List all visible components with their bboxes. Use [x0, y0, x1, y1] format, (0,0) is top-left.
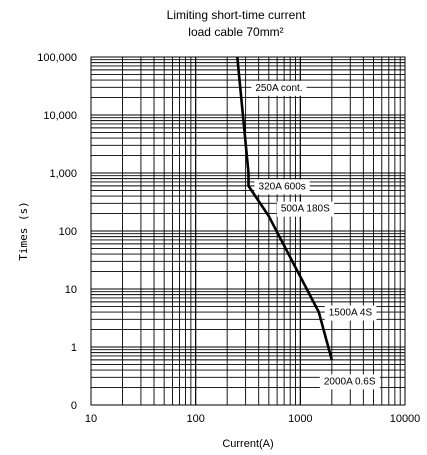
x-tick-label: 100: [186, 413, 204, 425]
annotation-backgrounds: [251, 80, 380, 390]
x-tick-label: 10000: [390, 413, 421, 425]
x-axis-label: Current(A): [222, 438, 273, 450]
plot-frame: [90, 56, 406, 406]
grid: [90, 56, 406, 406]
y-tick-label: 0: [71, 400, 77, 412]
y-tick-label: 10,000: [43, 110, 77, 122]
annotation-label: 320A 600s: [259, 181, 306, 192]
annotation-label: 2000A 0.6S: [324, 376, 376, 387]
annotation-label: 1500A 4S: [329, 308, 373, 319]
chart-subtitle: load cable 70mm²: [188, 25, 283, 39]
annotation-label: 500A 180S: [281, 204, 330, 215]
x-tick-labels: 10 100 1000 10000: [85, 413, 420, 425]
annotation-label-background: [319, 374, 380, 390]
y-tick-label: 100,000: [37, 52, 77, 64]
y-tick-label: 1,000: [49, 168, 77, 180]
y-tick-label: 100: [59, 226, 77, 238]
y-tick-label: 1: [71, 342, 77, 354]
annotation-label-background: [254, 179, 310, 195]
y-axis-label: Times (s): [17, 201, 30, 261]
annotation-label-background: [276, 201, 335, 217]
x-tick-label: 10: [85, 413, 97, 425]
y-tick-labels: 0 1 10 100 1,000 10,000 100,000: [37, 52, 77, 412]
chart-title: Limiting short-time current: [167, 8, 306, 22]
y-tick-label: 10: [65, 284, 77, 296]
series-line-current-limit: [236, 56, 334, 361]
x-tick-label: 1000: [288, 413, 312, 425]
annotation-label: 250A cont.: [255, 83, 302, 94]
annotation-label-background: [324, 305, 377, 321]
annotations: 250A cont. 320A 600s 500A 180S 1500A 4S 2000…: [255, 83, 376, 388]
annotation-label-background: [251, 80, 307, 96]
